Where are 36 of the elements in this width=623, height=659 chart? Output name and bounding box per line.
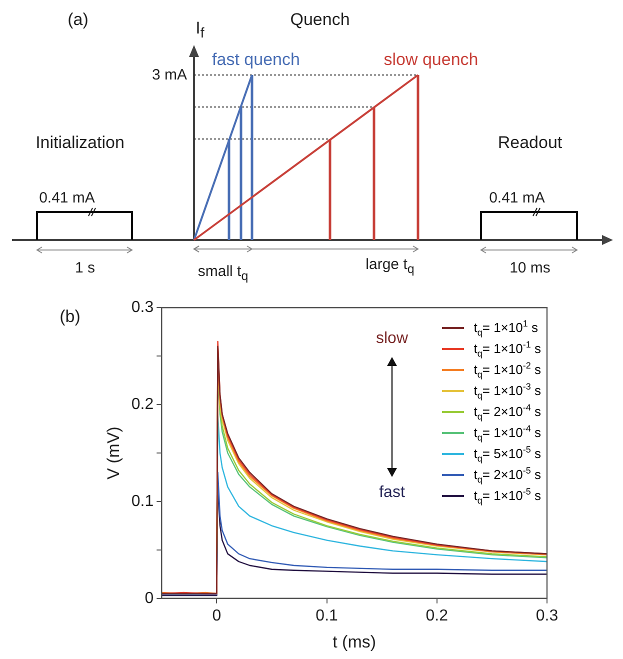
legend-label: t$_{q}$= 2×10$^{-4}$ s [474, 401, 541, 422]
text: 10 ms [510, 260, 550, 276]
legend-label: t$_{q}$= 1×10$^{1}$ s [474, 317, 538, 338]
x-axis-title: t (ms) [332, 632, 376, 652]
legend-label: t$_{q}$= 1×10$^{-4}$ s [474, 422, 541, 444]
text: (b) [60, 307, 80, 327]
x-tick-label: 0 [212, 607, 222, 624]
x-tick-label: 0.1 [316, 607, 338, 624]
y-tick-label: 0.1 [131, 492, 154, 510]
legend-label: t$_{q}$= 5×10$^{-5}$ s [474, 443, 541, 464]
text: 3 mA [152, 66, 187, 84]
text: large t$_{q}$ [366, 256, 414, 276]
text: Quench [290, 10, 350, 30]
text: fast quench [212, 50, 300, 70]
x-tick-label: 0.2 [426, 607, 448, 624]
text: 0.41 mA [489, 190, 545, 206]
legend-label: t$_{q}$= 1×10$^{-5}$ s [474, 485, 541, 506]
legend-label: t$_{q}$= 1×10$^{-2}$ s [474, 359, 541, 380]
text: 0.41 mA [39, 190, 95, 206]
y-tick-label: 0.2 [131, 396, 154, 413]
text: Readout [498, 133, 562, 153]
x-tick-label: 0.3 [536, 607, 558, 624]
text: slow quench [384, 50, 478, 70]
y-tick-label: 0 [144, 590, 154, 607]
text: Initialization [36, 133, 124, 153]
legend-label: t$_{q}$= 1×10$^{-1}$ s [474, 338, 541, 360]
text: (a) [68, 10, 88, 30]
legend-label: t$_{q}$= 1×10$^{-3}$ s [474, 380, 541, 402]
y-tick-label: 0.3 [131, 299, 154, 316]
legend-label: t$_{q}$= 2×10$^{-5}$ s [474, 464, 541, 486]
y-axis-title: V (mV) [104, 426, 123, 480]
text: I$_{f}$ [196, 18, 204, 42]
text: 1 s [74, 260, 96, 276]
annotation: slow [376, 330, 408, 348]
text: small t$_{q}$ [198, 263, 248, 283]
annotation: fast [379, 484, 405, 502]
